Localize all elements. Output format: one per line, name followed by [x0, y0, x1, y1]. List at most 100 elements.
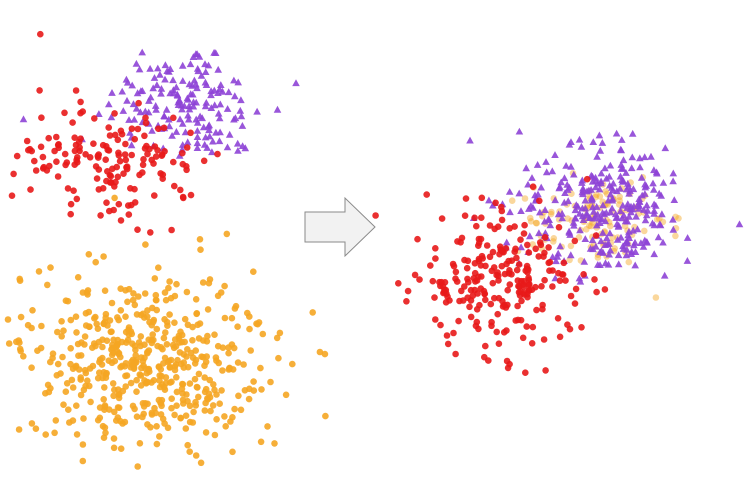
triangle-point — [466, 136, 474, 144]
point — [53, 158, 60, 165]
point — [135, 99, 142, 107]
point — [250, 268, 257, 276]
triangle-point — [123, 96, 131, 104]
point — [162, 329, 169, 336]
triangle-point — [223, 105, 232, 112]
point — [182, 412, 190, 420]
point — [432, 245, 439, 252]
point — [160, 124, 168, 132]
point — [68, 376, 76, 384]
triangle-point — [193, 65, 202, 72]
transform-arrow — [304, 196, 376, 258]
point — [503, 327, 510, 334]
triangle-point — [201, 102, 210, 110]
triangle-point — [614, 251, 623, 259]
triangle-point — [172, 83, 181, 91]
triangle-point — [231, 92, 239, 100]
point — [158, 152, 166, 159]
point — [508, 197, 516, 204]
triangle-point — [19, 115, 28, 123]
point — [571, 300, 579, 307]
point — [309, 309, 317, 316]
point — [157, 366, 165, 373]
point — [141, 132, 148, 140]
triangle-point — [598, 139, 607, 146]
triangle-point — [178, 120, 187, 127]
point — [137, 342, 144, 350]
triangle-point — [625, 234, 633, 241]
point — [62, 388, 70, 396]
triangle-point — [619, 245, 628, 252]
point — [124, 298, 131, 306]
point — [172, 361, 180, 368]
point — [481, 353, 488, 361]
triangle-point — [669, 177, 677, 185]
point — [535, 253, 542, 260]
point — [201, 407, 209, 414]
triangle-point — [223, 143, 232, 151]
point — [117, 127, 125, 135]
triangle-point — [627, 202, 635, 210]
point — [201, 362, 208, 370]
point — [211, 331, 218, 339]
triangle-point — [119, 107, 128, 114]
point — [192, 398, 199, 406]
point — [32, 167, 40, 174]
point — [601, 286, 609, 293]
point — [137, 333, 145, 340]
point — [431, 294, 438, 301]
triangle-point — [579, 190, 587, 198]
point — [444, 293, 451, 300]
point — [122, 140, 129, 148]
point — [161, 386, 169, 394]
point — [128, 151, 135, 159]
point — [137, 382, 145, 389]
point — [237, 406, 245, 414]
triangle-point — [638, 191, 646, 199]
right-panel — [372, 127, 744, 377]
point — [217, 289, 225, 296]
point — [94, 416, 102, 424]
point — [181, 315, 189, 323]
triangle-point — [215, 114, 224, 122]
point — [653, 216, 661, 223]
point — [526, 214, 534, 222]
point — [596, 193, 604, 200]
triangle-point — [601, 241, 609, 248]
point — [196, 236, 204, 243]
point — [452, 350, 459, 358]
point — [540, 336, 548, 343]
point — [136, 371, 144, 378]
point — [141, 145, 149, 152]
triangle-point — [570, 170, 578, 178]
point — [197, 459, 205, 467]
point — [156, 377, 163, 384]
triangle-point — [178, 61, 187, 69]
point — [83, 289, 91, 296]
triangle-point — [619, 156, 628, 164]
point — [114, 404, 122, 411]
point — [79, 441, 87, 448]
triangle-point — [273, 105, 282, 113]
point — [17, 313, 25, 321]
point — [122, 360, 130, 367]
point — [20, 353, 27, 360]
point — [474, 290, 481, 297]
triangle-point — [127, 141, 136, 149]
triangle-point — [588, 172, 597, 180]
point — [183, 144, 191, 151]
triangle-point — [635, 195, 643, 202]
point — [454, 238, 461, 245]
point — [101, 403, 109, 411]
triangle-point — [205, 121, 213, 129]
point — [4, 316, 12, 323]
point — [525, 249, 533, 256]
triangle-point — [537, 183, 545, 191]
point — [487, 300, 495, 308]
triangle-point — [195, 52, 204, 60]
point — [452, 268, 460, 276]
point — [571, 237, 579, 245]
point — [177, 414, 184, 422]
point — [532, 219, 540, 227]
point — [94, 374, 102, 382]
